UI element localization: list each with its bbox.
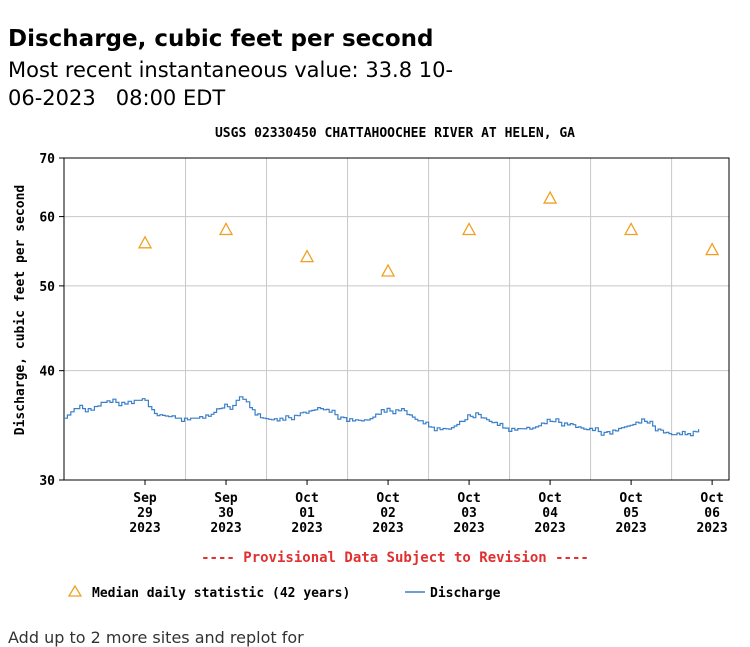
recent-value-line: Most recent instantaneous value: 33.8 10… bbox=[8, 56, 478, 112]
y-tick-label: 60 bbox=[39, 211, 55, 226]
discharge-series-line bbox=[64, 396, 700, 437]
x-tick-label: Oct 06 2023 bbox=[696, 491, 727, 536]
x-tick-label: Sep 29 2023 bbox=[129, 491, 160, 536]
x-tick-label-line: 29 bbox=[137, 506, 153, 521]
x-tick-label: Oct 03 2023 bbox=[453, 491, 484, 536]
median-point-triangle bbox=[137, 235, 153, 249]
y-tick-label: 50 bbox=[39, 280, 55, 295]
x-tick-label: Oct 01 2023 bbox=[291, 491, 322, 536]
x-tick-label-line: 2023 bbox=[615, 521, 646, 536]
x-tick-label-line: 2023 bbox=[291, 521, 322, 536]
median-point-triangle bbox=[461, 222, 477, 236]
x-tick-label: Oct 02 2023 bbox=[372, 491, 403, 536]
page-title: Discharge, cubic feet per second bbox=[8, 26, 434, 52]
x-tick-label-line: 01 bbox=[299, 506, 315, 521]
median-point-triangle bbox=[380, 263, 396, 277]
recent-value: 33.8 bbox=[365, 58, 413, 82]
legend-median-label: Median daily statistic (42 years) bbox=[92, 586, 350, 601]
median-point-triangle bbox=[299, 249, 315, 263]
x-tick-label-line: 05 bbox=[623, 506, 639, 521]
x-tick-label-line: 04 bbox=[542, 506, 558, 521]
y-tick-label: 30 bbox=[39, 474, 55, 489]
x-tick-label: Sep 30 2023 bbox=[210, 491, 241, 536]
x-tick-label-line: 03 bbox=[461, 506, 477, 521]
x-tick-label-line: 2023 bbox=[372, 521, 403, 536]
x-tick-label-line: 06 bbox=[704, 506, 720, 521]
x-tick-label-line: Oct bbox=[619, 491, 642, 506]
median-point-triangle bbox=[705, 242, 720, 256]
x-tick-label-line: 2023 bbox=[129, 521, 160, 536]
x-tick-label-line: Sep bbox=[133, 491, 157, 506]
legend: Median daily statistic (42 years) Discha… bbox=[67, 584, 501, 601]
y-tick-label: 40 bbox=[39, 365, 55, 380]
footer-text: Add up to 2 more sites and replot for bbox=[8, 628, 304, 647]
median-point-triangle bbox=[542, 190, 558, 204]
x-tick-label-line: Sep bbox=[214, 491, 238, 506]
median-point-triangle bbox=[218, 222, 234, 236]
recent-value-datetime: 10-06-2023 08:00 EDT bbox=[8, 58, 454, 110]
x-tick-label-line: 30 bbox=[218, 506, 234, 521]
x-tick-label-line: Oct bbox=[376, 491, 399, 506]
legend-median-triangle-icon bbox=[67, 584, 83, 597]
plot-frame bbox=[63, 157, 730, 481]
x-tick-label-line: Oct bbox=[295, 491, 318, 506]
y-tick-label: 70 bbox=[39, 152, 55, 167]
x-tick-label-line: 2023 bbox=[453, 521, 484, 536]
y-axis-label: Discharge, cubic feet per second bbox=[13, 185, 28, 435]
x-tick-label-line: Oct bbox=[538, 491, 561, 506]
x-tick-label-line: 2023 bbox=[210, 521, 241, 536]
x-tick-label-line: Oct bbox=[700, 491, 723, 506]
x-tick-label-line: 02 bbox=[380, 506, 396, 521]
provisional-notice: ---- Provisional Data Subject to Revisio… bbox=[201, 550, 589, 566]
median-point-triangle bbox=[624, 222, 639, 236]
chart-title: USGS 02330450 CHATTAHOOCHEE RIVER AT HEL… bbox=[215, 126, 575, 141]
x-tick-label: Oct 04 2023 bbox=[534, 491, 565, 536]
recent-value-label: Most recent instantaneous value: bbox=[8, 58, 359, 82]
x-tick-label-line: 2023 bbox=[696, 521, 727, 536]
x-tick-label-line: Oct bbox=[457, 491, 480, 506]
legend-discharge-label: Discharge bbox=[430, 586, 501, 601]
x-tick-label-line: 2023 bbox=[534, 521, 565, 536]
x-tick-label: Oct 05 2023 bbox=[615, 491, 646, 536]
